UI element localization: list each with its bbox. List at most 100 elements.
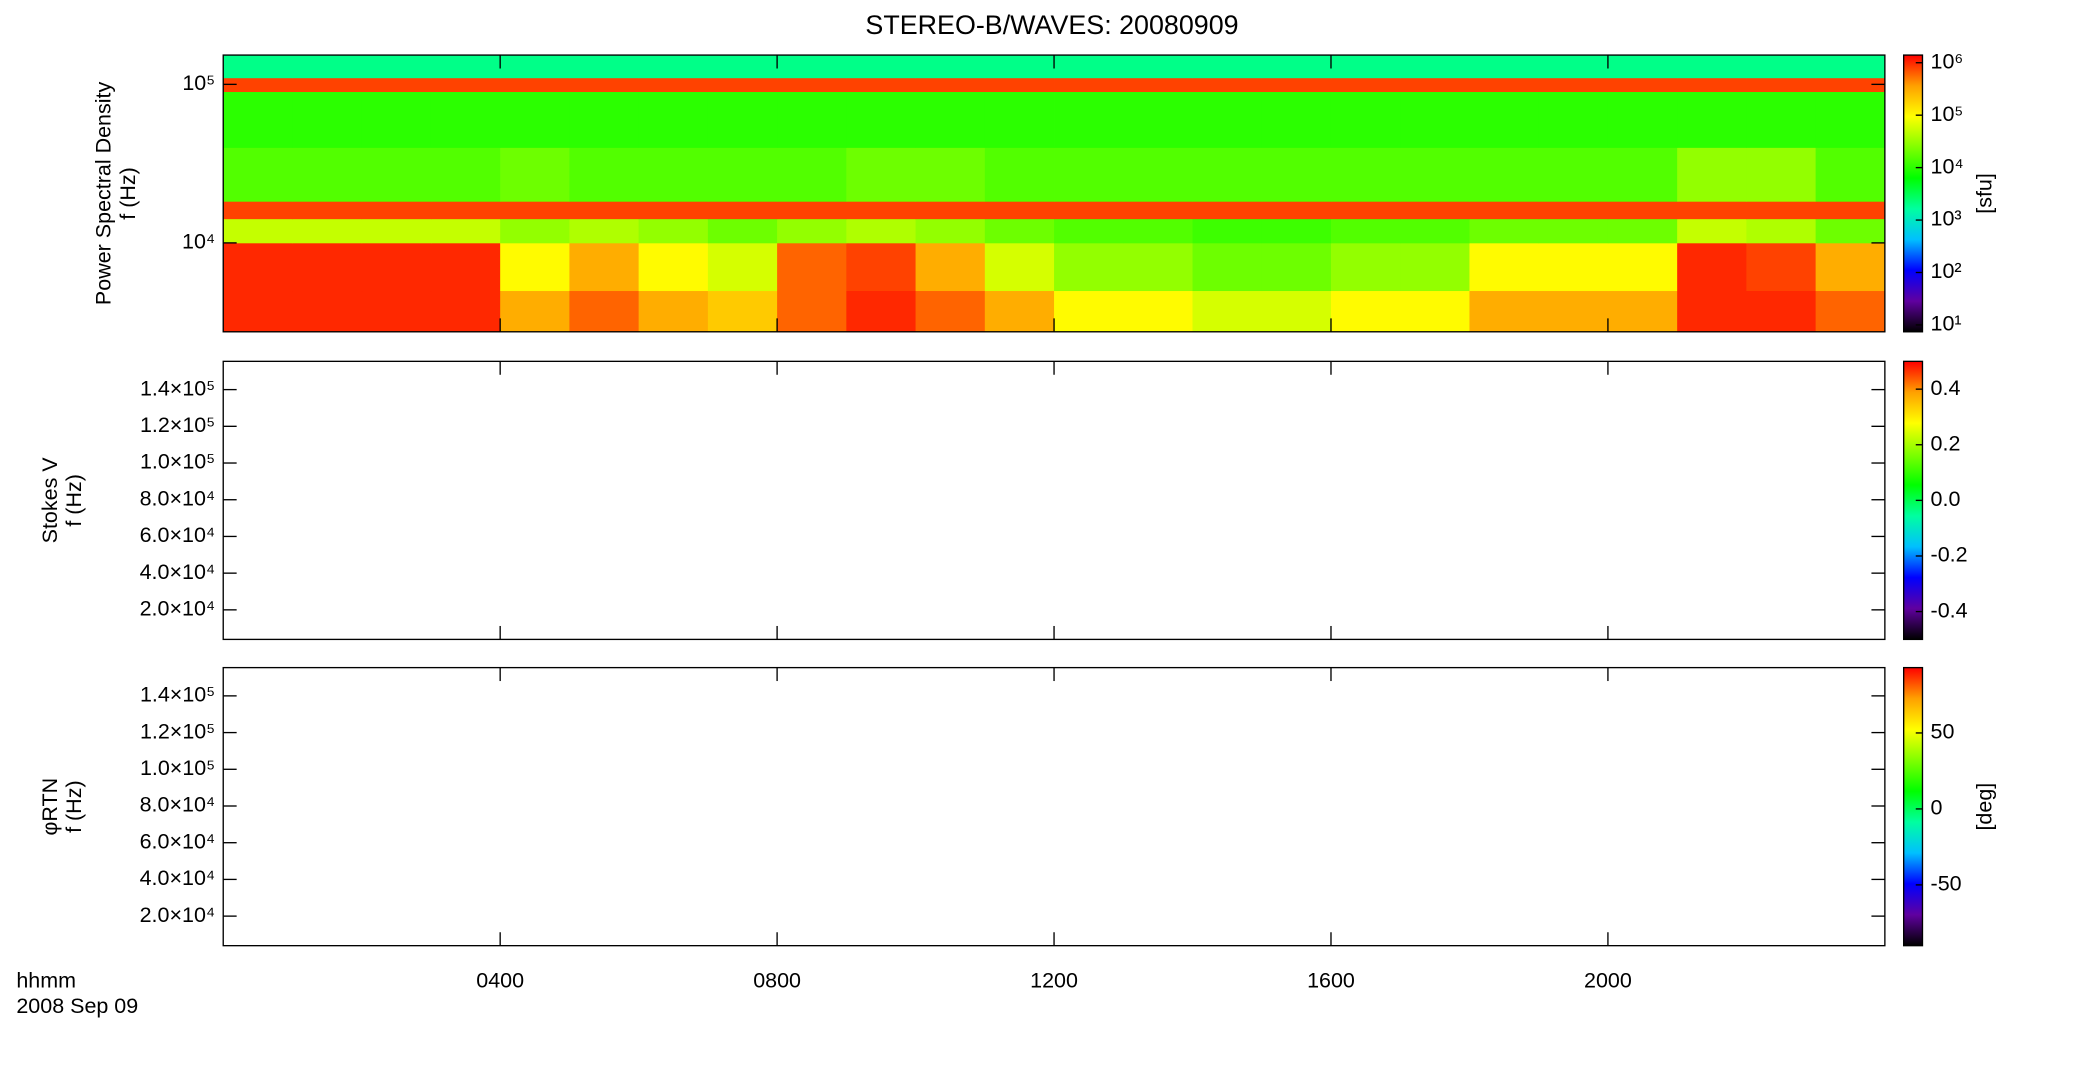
heatmap-cell xyxy=(1677,218,1747,244)
heatmap-cell xyxy=(1746,147,1817,202)
heatmap-cell xyxy=(1192,218,1263,244)
heatmap-cell xyxy=(777,218,847,244)
heatmap-cell xyxy=(569,55,640,79)
heatmap-cell xyxy=(223,242,293,292)
colorbar-tick-label: 10² xyxy=(1931,259,1962,283)
heatmap-cell xyxy=(1400,77,1470,93)
heatmap-cell xyxy=(292,201,363,220)
heatmap-cell xyxy=(569,147,640,202)
heatmap-cell xyxy=(500,242,570,292)
heatmap-cell xyxy=(1330,218,1401,244)
heatmap-cell xyxy=(1054,91,1124,148)
heatmap-cell xyxy=(1123,55,1193,79)
heatmap-cell xyxy=(569,290,640,333)
heatmap-cell xyxy=(984,77,1055,93)
colorbar-tick-label: 50 xyxy=(1931,720,1955,744)
heatmap-cell xyxy=(846,201,916,220)
heatmap-cell xyxy=(223,77,293,93)
heatmap-cell xyxy=(292,218,363,244)
heatmap-cell xyxy=(569,91,640,148)
heatmap-cell xyxy=(1538,147,1609,202)
heatmap-cell xyxy=(361,218,432,244)
heatmap-cell xyxy=(430,77,501,93)
heatmap-cell xyxy=(292,290,363,333)
heatmap-cell xyxy=(846,91,916,148)
heatmap-cell xyxy=(984,55,1055,79)
heatmap-cell xyxy=(500,218,570,244)
heatmap-cell xyxy=(223,147,293,202)
heatmap-cell xyxy=(984,242,1055,292)
heatmap-cell xyxy=(292,77,363,93)
heatmap-cell xyxy=(1400,91,1470,148)
heatmap-cell xyxy=(846,242,916,292)
heatmap-cell xyxy=(1538,91,1609,148)
heatmap-cell xyxy=(1123,147,1193,202)
heatmap-cell xyxy=(361,290,432,333)
colorbar-title: [sfu] xyxy=(1972,173,1996,214)
heatmap-cell xyxy=(430,147,501,202)
heatmap-cell xyxy=(777,77,847,93)
heatmap-cell xyxy=(1261,91,1332,148)
y-tick-label: 6.0×10⁴ xyxy=(140,829,216,853)
heatmap-cell xyxy=(638,147,709,202)
heatmap-cell xyxy=(430,201,501,220)
heatmap-cell xyxy=(707,91,778,148)
heatmap-cell xyxy=(915,55,986,79)
heatmap-cell xyxy=(638,218,709,244)
heatmap-cell xyxy=(500,91,570,148)
heatmap-cell xyxy=(1815,147,1886,202)
heatmap-cell xyxy=(1261,77,1332,93)
heatmap-cell xyxy=(223,290,293,333)
heatmap-cell xyxy=(1330,55,1401,79)
heatmap-cell xyxy=(1400,290,1470,333)
heatmap-cell xyxy=(361,55,432,79)
heatmap-cell xyxy=(1192,290,1263,333)
colorbar-tick-label: 0.2 xyxy=(1931,431,1961,455)
heatmap-cell xyxy=(1192,242,1263,292)
heatmap-cell xyxy=(1538,77,1609,93)
heatmap-cell xyxy=(1607,55,1678,79)
heatmap-cell xyxy=(1746,290,1817,333)
y-axis-title: f (Hz) xyxy=(62,474,86,527)
heatmap-cell xyxy=(1677,201,1747,220)
heatmap-cell xyxy=(569,218,640,244)
heatmap-cell xyxy=(1261,242,1332,292)
heatmap-cell xyxy=(1607,290,1678,333)
heatmap-cell xyxy=(361,77,432,93)
heatmap-cell xyxy=(915,242,986,292)
heatmap-cell xyxy=(638,91,709,148)
heatmap-cell xyxy=(500,147,570,202)
heatmap-cell xyxy=(777,290,847,333)
heatmap-cell xyxy=(1746,55,1817,79)
heatmap-cell xyxy=(707,55,778,79)
heatmap-cell xyxy=(292,242,363,292)
heatmap-cell xyxy=(1746,201,1817,220)
heatmap-cell xyxy=(1469,290,1540,333)
heatmap-cell xyxy=(1815,242,1886,292)
heatmap-cell xyxy=(915,218,986,244)
heatmap-cell xyxy=(1054,242,1124,292)
heatmap-cell xyxy=(1192,147,1263,202)
heatmap-cell xyxy=(1815,77,1886,93)
heatmap-cell xyxy=(915,147,986,202)
heatmap-cell xyxy=(430,218,501,244)
heatmap-cell xyxy=(500,201,570,220)
colorbar-title: [deg] xyxy=(1972,783,1996,831)
heatmap-cell xyxy=(777,242,847,292)
y-tick-label: 2.0×10⁴ xyxy=(140,597,216,621)
heatmap-cell xyxy=(1261,147,1332,202)
heatmap-cell xyxy=(1054,55,1124,79)
x-tick-label: 0400 xyxy=(476,969,524,993)
y-axis-title: Stokes V xyxy=(38,457,62,544)
colorbar-tick-label: 10¹ xyxy=(1931,312,1962,336)
heatmap-cell xyxy=(1261,290,1332,333)
heatmap-cell xyxy=(500,77,570,93)
heatmap-cell xyxy=(1469,147,1540,202)
heatmap-cell xyxy=(1607,201,1678,220)
heatmap-cell xyxy=(1815,55,1886,79)
colorbar xyxy=(1903,666,1924,947)
heatmap-cell xyxy=(777,55,847,79)
y-tick-label: 10⁵ xyxy=(182,71,215,95)
heatmap-cell xyxy=(984,147,1055,202)
heatmap-cell xyxy=(1400,242,1470,292)
